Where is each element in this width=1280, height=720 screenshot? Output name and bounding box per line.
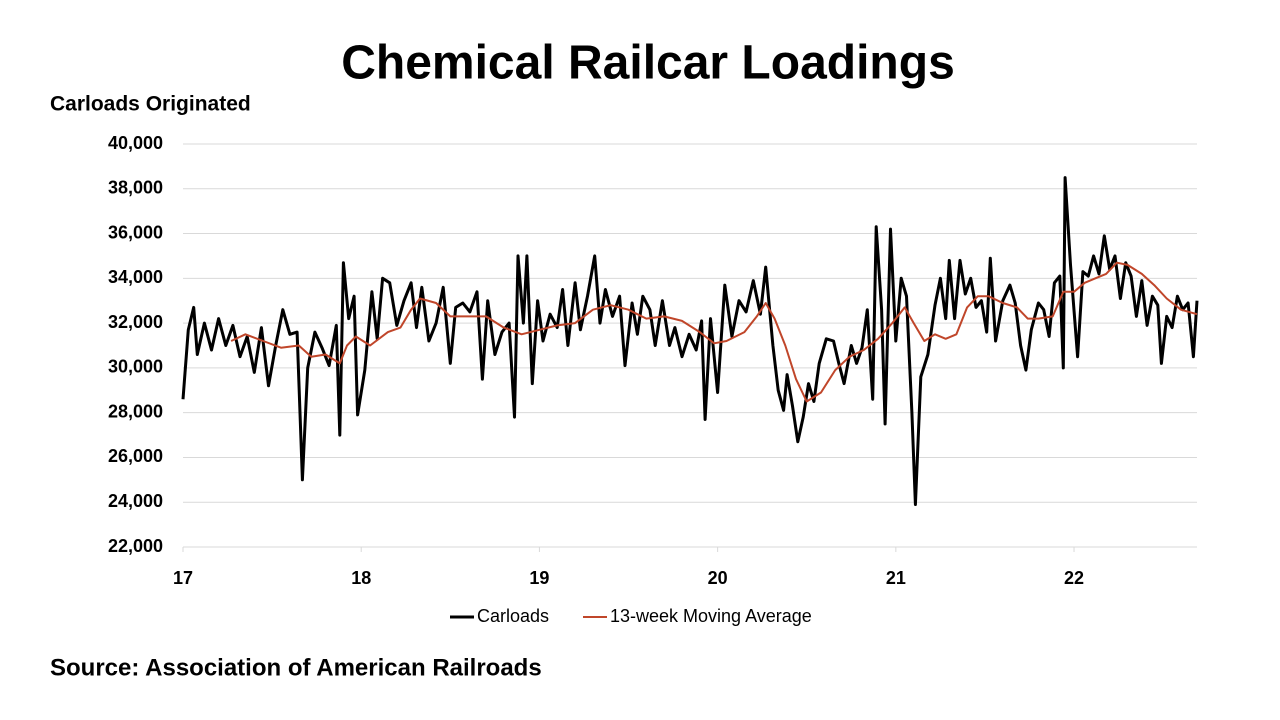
y-tick-label: 34,000 [108,267,163,287]
series-line [230,261,1198,403]
y-tick-label: 32,000 [108,312,163,332]
legend-label: Carloads [477,606,549,626]
chart-title: Chemical Railcar Loadings [341,37,955,90]
y-tick-label: 22,000 [108,536,163,556]
y-axis-label: Carloads Originated [50,93,251,116]
series-line [181,176,1199,506]
source-note: Source: Association of American Railroad… [50,654,542,681]
y-tick-label: 28,000 [108,401,163,421]
x-tick-label: 17 [173,568,193,588]
y-tick-label: 38,000 [108,178,163,198]
y-tick-label: 30,000 [108,357,163,377]
x-tick-label: 20 [708,568,728,588]
x-tick-label: 21 [886,568,906,588]
y-tick-label: 26,000 [108,446,163,466]
x-tick-label: 19 [529,568,549,588]
x-tick-label: 18 [351,568,371,588]
y-tick-label: 36,000 [108,222,163,242]
x-tick-label: 22 [1064,568,1084,588]
y-tick-label: 40,000 [108,133,163,153]
y-tick-label: 24,000 [108,491,163,511]
legend-label: 13-week Moving Average [610,606,812,626]
